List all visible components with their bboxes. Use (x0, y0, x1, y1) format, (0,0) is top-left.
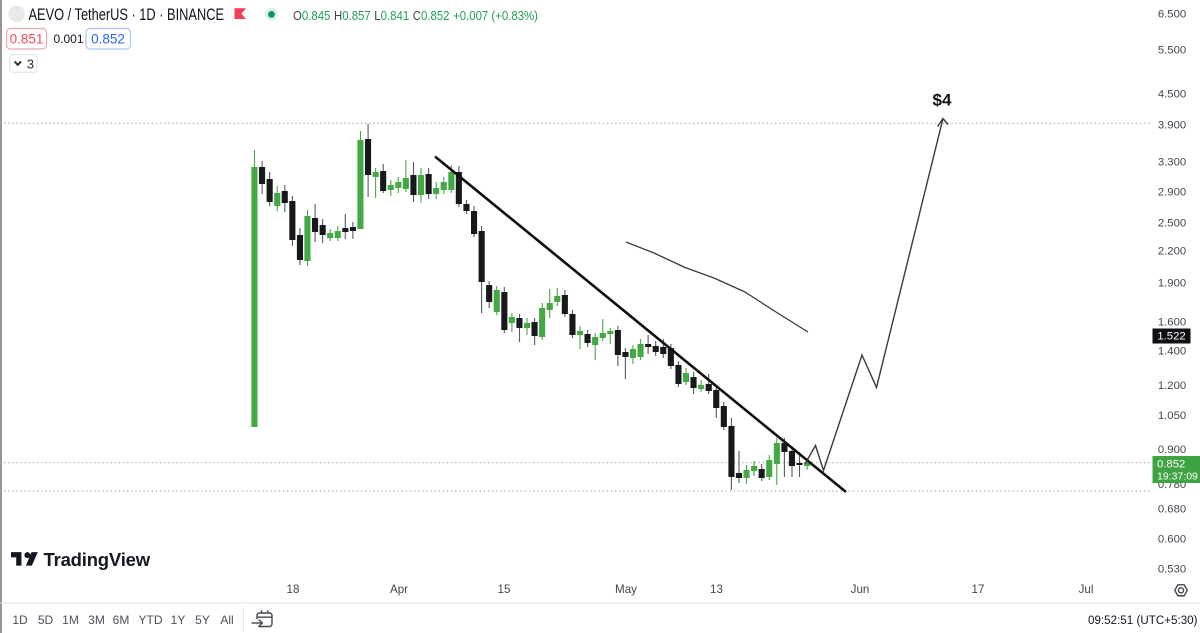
svg-text:Apr: Apr (390, 583, 408, 596)
svg-text:1.600: 1.600 (1158, 317, 1186, 329)
svg-text:May: May (615, 583, 637, 596)
svg-text:5D: 5D (38, 613, 54, 627)
svg-text:1M: 1M (62, 613, 79, 627)
svg-text:Jul: Jul (1079, 583, 1094, 596)
svg-text:19:37:09: 19:37:09 (1157, 471, 1198, 483)
svg-text:15: 15 (498, 583, 511, 596)
svg-text:All: All (220, 613, 233, 627)
svg-text:0.900: 0.900 (1158, 444, 1186, 456)
svg-text:YTD: YTD (139, 613, 163, 627)
svg-text:2.500: 2.500 (1158, 218, 1186, 230)
svg-text:1.522: 1.522 (1157, 331, 1185, 343)
svg-text:AEVO / TetherUS · 1D · BINANCE: AEVO / TetherUS · 1D · BINANCE (29, 6, 225, 24)
svg-text:3.300: 3.300 (1158, 157, 1186, 169)
svg-text:1.900: 1.900 (1158, 278, 1186, 290)
svg-text:TradingView: TradingView (44, 549, 151, 570)
svg-text:0.600: 0.600 (1158, 534, 1186, 546)
svg-text:18: 18 (287, 583, 300, 596)
svg-text:0.680: 0.680 (1158, 504, 1186, 516)
svg-text:4.500: 4.500 (1158, 89, 1186, 101)
svg-text:13: 13 (710, 583, 723, 596)
svg-text:0.851: 0.851 (10, 32, 44, 47)
svg-text:2.900: 2.900 (1158, 187, 1186, 199)
svg-text:1.050: 1.050 (1158, 410, 1186, 422)
svg-text:1.200: 1.200 (1158, 380, 1186, 392)
svg-text:$4: $4 (933, 91, 952, 110)
svg-text:09:52:51 (UTC+5:30): 09:52:51 (UTC+5:30) (1088, 613, 1198, 627)
svg-text:3: 3 (27, 56, 34, 71)
svg-text:6.500: 6.500 (1158, 9, 1186, 21)
svg-text:3M: 3M (88, 613, 105, 627)
svg-text:1D: 1D (12, 613, 28, 627)
svg-text:0.852: 0.852 (1157, 459, 1185, 471)
svg-text:O0.845H0.857L0.841C0.852+0.007: O0.845H0.857L0.841C0.852+0.007 (+0.83%) (293, 8, 538, 23)
svg-text:17: 17 (972, 583, 985, 596)
svg-text:0.852: 0.852 (91, 32, 125, 47)
svg-text:0.530: 0.530 (1158, 564, 1186, 576)
svg-text:1Y: 1Y (171, 613, 186, 627)
svg-text:Jun: Jun (851, 583, 870, 596)
svg-text:5.500: 5.500 (1158, 45, 1186, 57)
svg-text:5Y: 5Y (195, 613, 210, 627)
svg-text:6M: 6M (113, 613, 130, 627)
svg-text:2.200: 2.200 (1158, 246, 1186, 258)
svg-text:1.400: 1.400 (1158, 346, 1186, 358)
svg-text:0.001: 0.001 (53, 32, 83, 46)
svg-text:3.900: 3.900 (1158, 120, 1186, 132)
